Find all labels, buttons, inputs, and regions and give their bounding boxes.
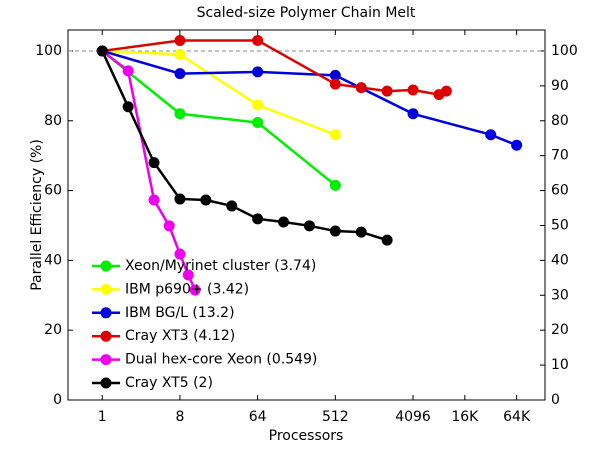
data-point — [440, 85, 452, 97]
data-point — [407, 84, 419, 96]
legend-label: IBM BG/L (13.2) — [125, 305, 235, 321]
legend-label: Xeon/Myrinet cluster (3.74) — [125, 258, 316, 274]
data-point — [148, 194, 160, 206]
chart-title: Scaled-size Polymer Chain Melt — [197, 5, 416, 21]
data-point — [511, 139, 523, 151]
y-axis-label: Parallel Efficiency (%) — [29, 139, 45, 291]
data-point — [355, 82, 367, 94]
data-point — [407, 108, 419, 120]
y-tick-label: 20 — [44, 322, 62, 338]
series-line — [102, 39, 447, 96]
data-point — [278, 216, 290, 228]
data-point — [174, 48, 186, 60]
data-point — [381, 85, 393, 97]
legend-label: IBM p690+ (3.42) — [125, 281, 249, 297]
data-point — [182, 269, 194, 281]
y2-tick-label: 70 — [551, 148, 569, 164]
data-point — [189, 284, 201, 296]
y2-tick-label: 20 — [551, 322, 569, 338]
series-line — [102, 49, 336, 136]
data-point — [252, 99, 264, 111]
legend-marker — [100, 260, 112, 272]
data-point — [355, 226, 367, 238]
y2-tick-label: 60 — [551, 183, 569, 199]
data-point — [226, 200, 238, 212]
y-tick-label: 40 — [44, 252, 62, 268]
data-point — [381, 234, 393, 246]
legend-marker — [100, 354, 112, 366]
data-point — [174, 108, 186, 120]
data-point — [122, 65, 134, 77]
x-tick-label: 64 — [249, 409, 267, 425]
data-point — [96, 45, 108, 57]
x-tick-label: 4096 — [395, 409, 431, 425]
data-point — [303, 220, 315, 232]
y-tick-label: 100 — [35, 43, 62, 59]
y2-tick-label: 40 — [551, 252, 569, 268]
data-point — [174, 193, 186, 205]
data-point — [329, 179, 341, 191]
data-point — [122, 101, 134, 113]
plot-frame — [67, 29, 546, 401]
data-point — [485, 129, 497, 141]
data-point — [174, 34, 186, 46]
y-tick-label: 60 — [44, 183, 62, 199]
y-tick-label: 0 — [53, 392, 62, 408]
legend-marker — [100, 307, 112, 319]
legend-marker — [100, 330, 112, 342]
x-tick-label: 16K — [451, 409, 479, 425]
legend-marker — [100, 283, 112, 295]
data-point — [329, 78, 341, 90]
legend-label: Cray XT5 (2) — [125, 375, 213, 391]
data-point — [148, 157, 160, 169]
data-point — [252, 117, 264, 128]
data-point — [252, 213, 264, 225]
x-tick-label: 64K — [503, 409, 531, 425]
y-tick-label: 80 — [44, 113, 62, 129]
x-tick-label: 8 — [175, 409, 184, 425]
data-point — [329, 225, 341, 237]
x-tick-label: 512 — [322, 409, 349, 425]
data-point — [329, 129, 341, 141]
legend-label: Cray XT3 (4.12) — [125, 328, 235, 344]
data-point — [329, 69, 341, 81]
y2-tick-label: 100 — [551, 43, 578, 59]
data-point — [163, 220, 175, 232]
data-point — [252, 66, 264, 78]
data-point — [252, 34, 264, 46]
data-point — [174, 68, 186, 80]
data-point — [200, 194, 212, 206]
data-point — [174, 248, 186, 260]
legend-marker — [100, 377, 112, 389]
series-line — [101, 49, 337, 187]
y2-tick-label: 10 — [551, 357, 569, 373]
x-tick-label: 1 — [98, 409, 107, 425]
series-line — [101, 49, 518, 147]
y2-tick-label: 90 — [551, 78, 569, 94]
y2-tick-label: 80 — [551, 113, 569, 129]
y2-tick-label: 50 — [551, 217, 569, 233]
y2-tick-label: 30 — [551, 287, 569, 303]
x-axis-label: Processors — [269, 428, 344, 444]
legend-label: Dual hex-core Xeon (0.549) — [125, 352, 317, 368]
y2-tick-label: 0 — [551, 392, 560, 408]
